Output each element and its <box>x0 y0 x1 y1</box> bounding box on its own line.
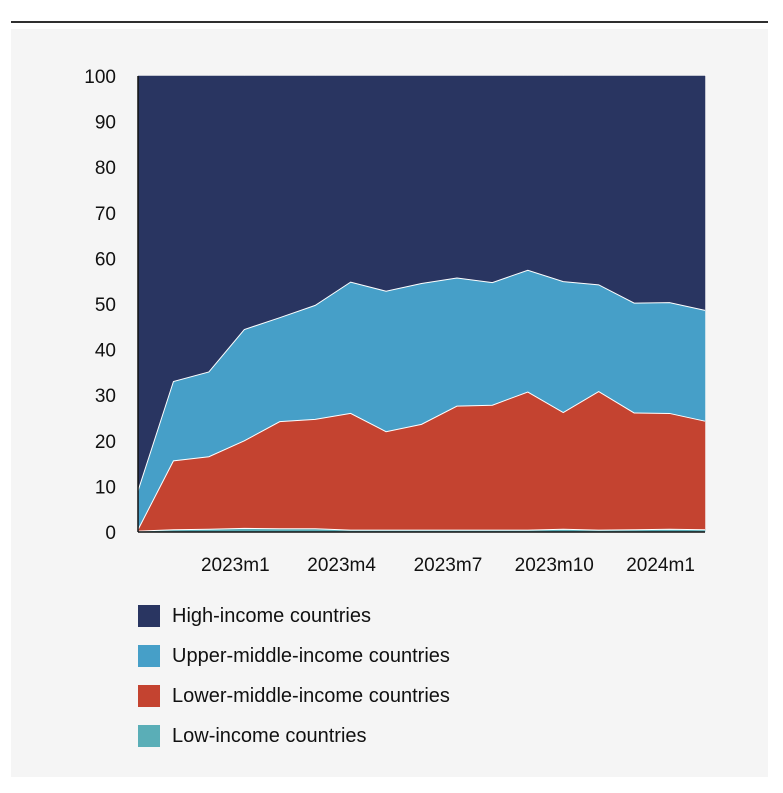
legend-label: Lower-middle-income countries <box>172 684 450 707</box>
legend-swatch <box>138 645 160 667</box>
y-tick-label: 60 <box>95 249 116 270</box>
x-tick-label: 2024m1 <box>626 555 695 576</box>
legend-item-lower-middle-income: Lower-middle-income countries <box>138 676 450 716</box>
plot-boundaries <box>137 269 706 532</box>
y-tick-label: 90 <box>95 113 116 134</box>
axes <box>137 76 705 533</box>
x-tick-labels: 2023m1 2023m4 2023m7 2023m10 2024m1 <box>201 555 695 576</box>
legend-item-low-income: Low-income countries <box>138 716 450 756</box>
y-tick-label: 10 <box>95 477 116 498</box>
boundary-upper-middle-income-countries <box>137 269 706 492</box>
x-tick-label: 2023m4 <box>307 555 376 576</box>
legend-swatch <box>138 605 160 627</box>
y-tick-label: 50 <box>95 295 116 316</box>
y-tick-label: 20 <box>95 432 116 453</box>
legend-label: Low-income countries <box>172 724 367 747</box>
boundary-lower-middle-income-countries <box>137 390 706 530</box>
y-tick-label: 40 <box>95 341 116 362</box>
legend: High-income countries Upper-middle-incom… <box>138 596 450 756</box>
legend-swatch <box>138 685 160 707</box>
legend-label: Upper-middle-income countries <box>172 644 450 667</box>
y-tick-label: 70 <box>95 204 116 225</box>
top-rule <box>11 21 768 23</box>
boundary-low-income-countries <box>137 527 706 532</box>
legend-swatch <box>138 725 160 747</box>
y-tick-label: 100 <box>84 67 116 88</box>
legend-label: High-income countries <box>172 604 371 627</box>
x-tick-label: 2023m10 <box>515 555 594 576</box>
y-tick-labels: 0 10 20 30 40 50 60 70 80 90 100 <box>84 67 116 544</box>
y-tick-label: 80 <box>95 158 116 179</box>
y-tick-label: 30 <box>95 386 116 407</box>
plot-areas <box>137 75 706 533</box>
y-tick-label: 0 <box>105 523 116 544</box>
legend-item-high-income: High-income countries <box>138 596 450 636</box>
legend-item-upper-middle-income: Upper-middle-income countries <box>138 636 450 676</box>
x-tick-label: 2023m7 <box>414 555 483 576</box>
x-tick-label: 2023m1 <box>201 555 270 576</box>
